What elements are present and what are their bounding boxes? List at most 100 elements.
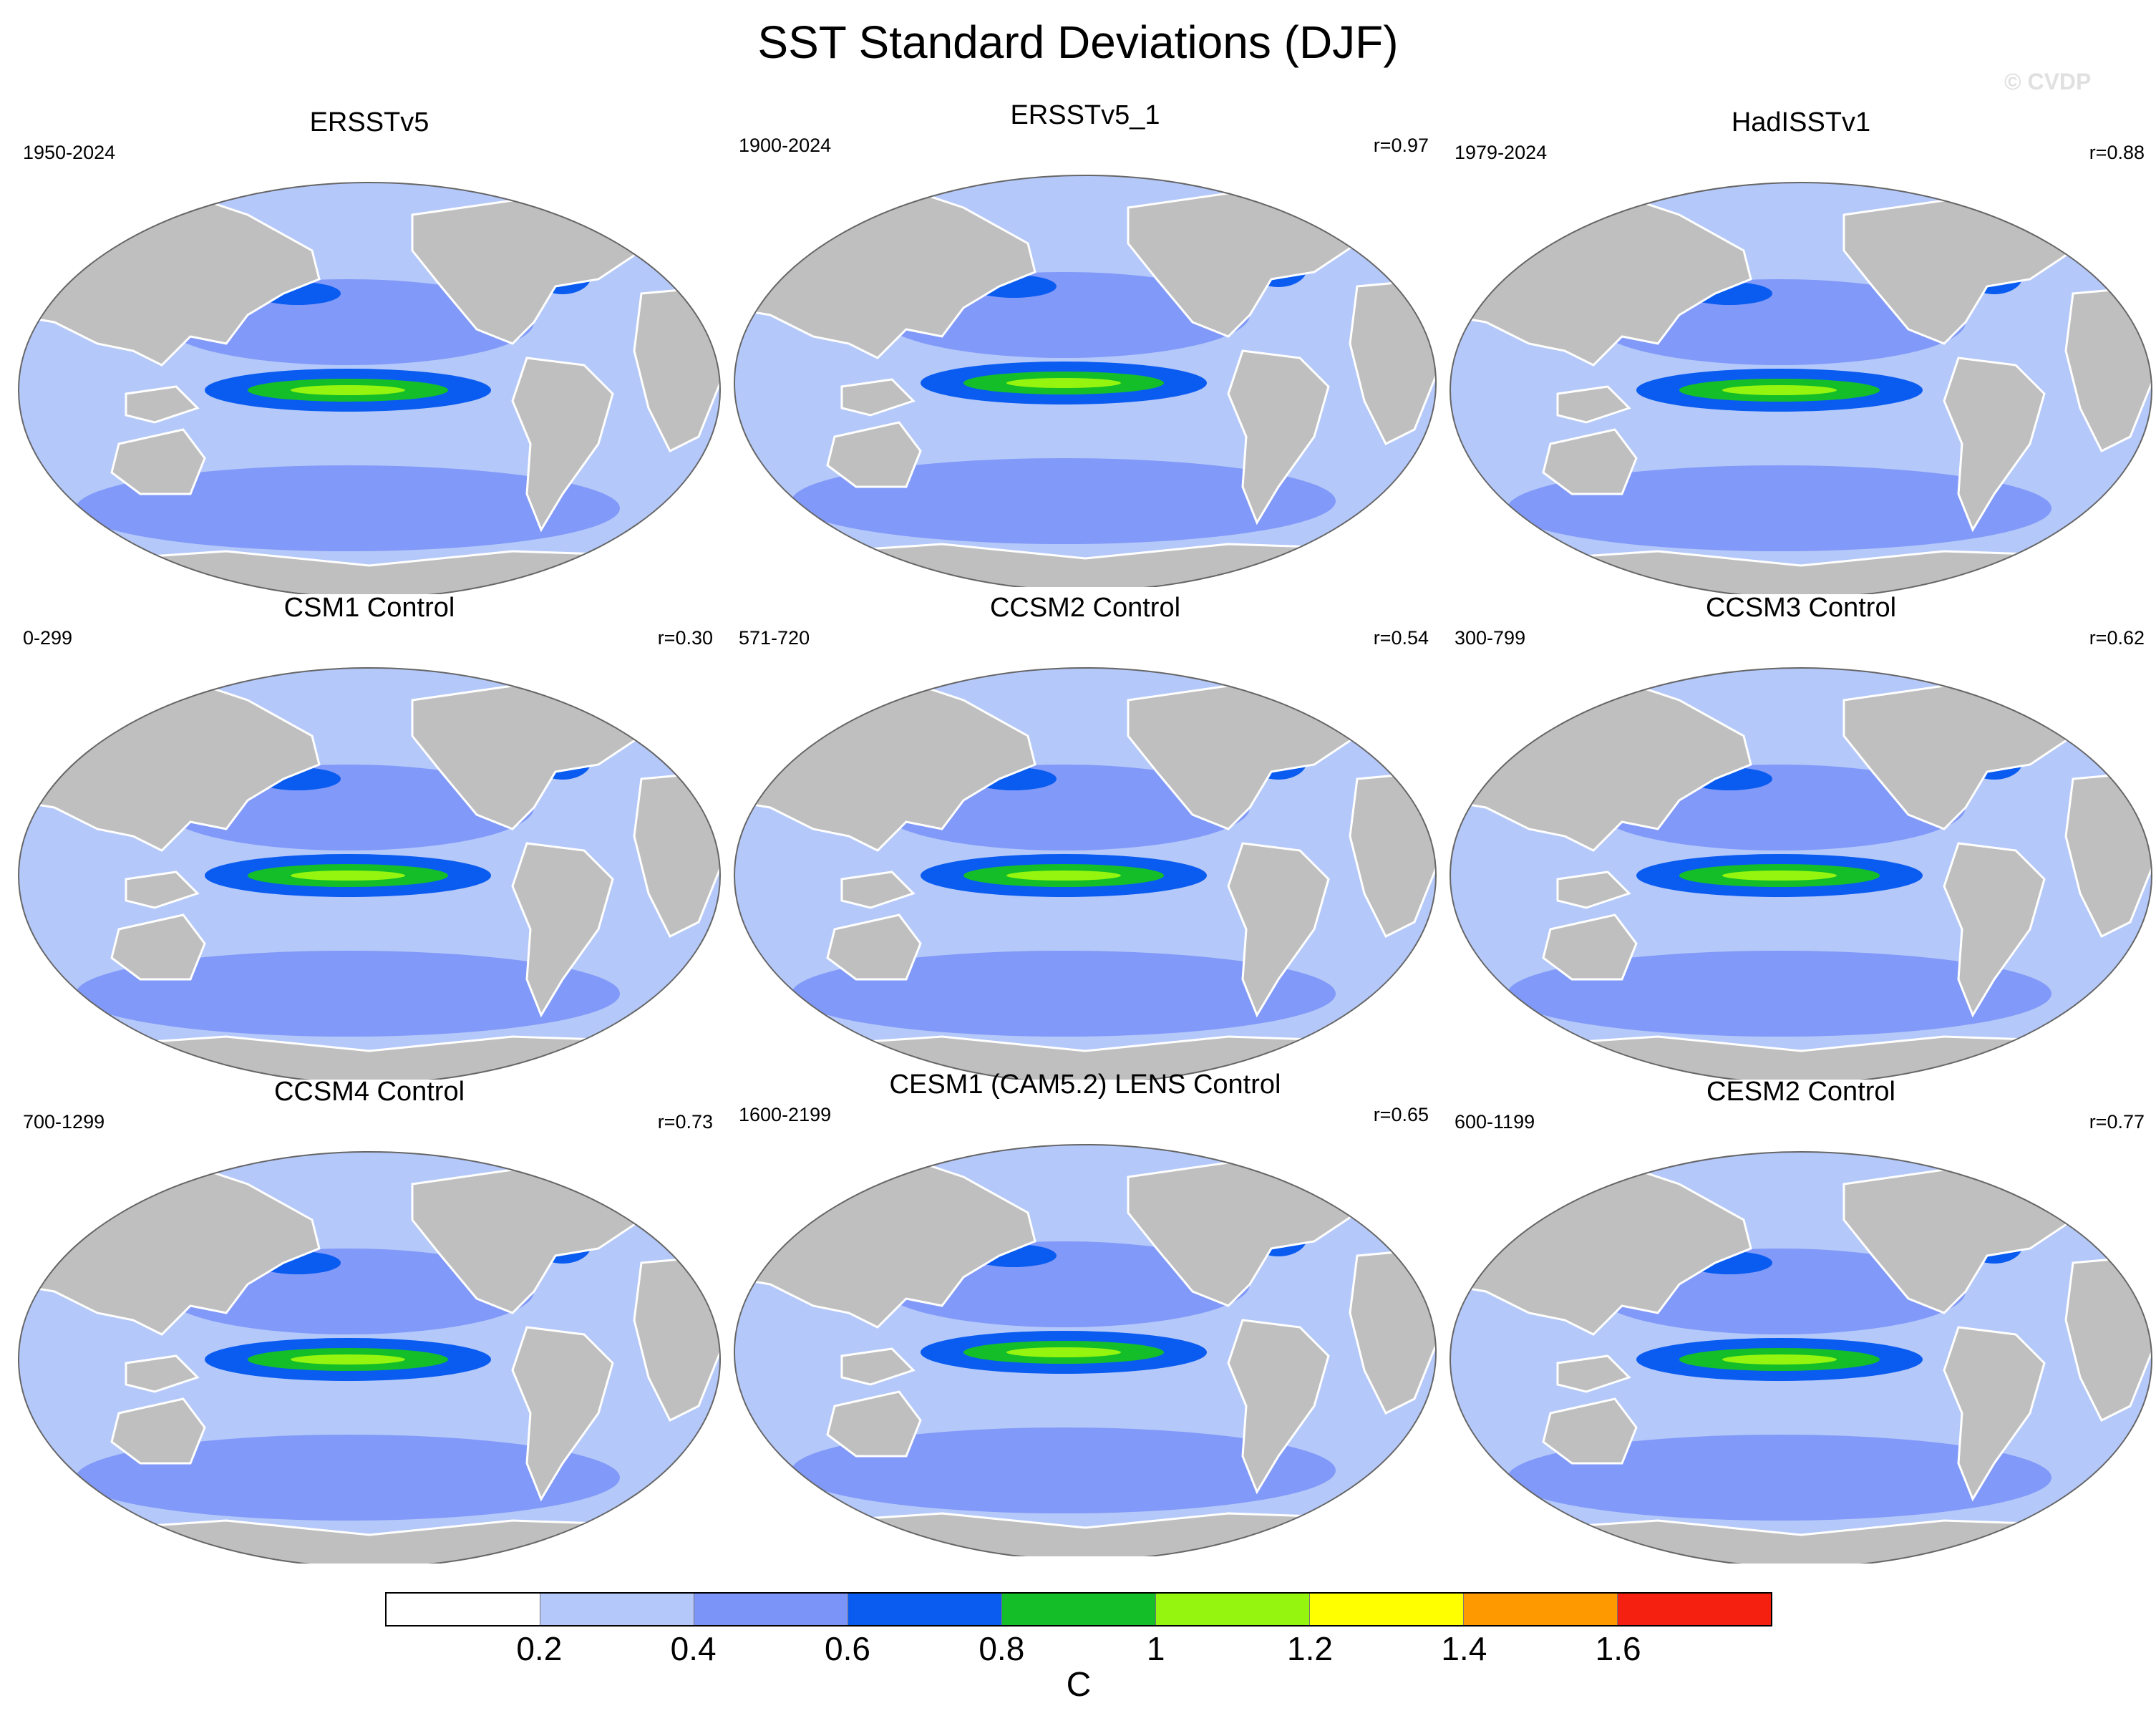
australia-landmass	[826, 1390, 922, 1458]
panel-period: 0-299	[23, 627, 73, 649]
colorbar-box	[1001, 1594, 1155, 1625]
panel-title: HadISSTv1	[1731, 107, 1871, 137]
panel-correlation: r=0.88	[2089, 142, 2145, 163]
map-panel: ERSSTv5 1950-2024	[11, 107, 727, 594]
south-america-landmass	[1943, 1326, 2046, 1502]
cvdp-watermark: © CVDP	[2004, 69, 2092, 94]
map-panel: ERSSTv5_1 1900-2024 r=0.97	[727, 100, 1443, 587]
south-america-landmass	[511, 842, 614, 1018]
robinson-map	[18, 667, 721, 1080]
colorbar-box	[540, 1594, 694, 1625]
southern-ocean-band	[1507, 1435, 2051, 1521]
colorbar-box	[848, 1594, 1001, 1625]
maritime-continent-landmass	[1556, 871, 1631, 909]
panel-title: CCSM3 Control	[1705, 593, 1897, 623]
panel-correlation: r=0.65	[1373, 1104, 1429, 1125]
south-america-landmass	[1227, 842, 1330, 1018]
south-america-landmass	[1227, 349, 1330, 525]
colorbar-tick-label: 1	[1146, 1630, 1165, 1667]
panel-title: CCSM2 Control	[989, 593, 1181, 623]
australia-landmass	[826, 421, 922, 488]
map-panel: CCSM4 Control 700-1299 r=0.73	[11, 1077, 727, 1564]
robinson-map	[734, 175, 1437, 587]
enso-band-core	[291, 871, 405, 881]
southern-ocean-band	[792, 458, 1336, 544]
robinson-map	[18, 182, 721, 594]
colorbar-tick-label: 0.8	[979, 1630, 1025, 1667]
australia-landmass	[1542, 913, 1638, 981]
australia-landmass	[1542, 1397, 1638, 1465]
robinson-map	[734, 1144, 1437, 1556]
southern-ocean-band	[1507, 951, 2051, 1037]
south-america-landmass	[511, 357, 614, 533]
panel-title: ERSSTv5	[309, 107, 429, 137]
maritime-continent-landmass	[840, 378, 916, 417]
robinson-map	[734, 667, 1437, 1080]
maritime-continent-landmass	[840, 871, 916, 909]
panel-correlation: r=0.62	[2089, 627, 2145, 649]
panel-title: CSM1 Control	[283, 593, 455, 623]
colorbar-box	[1617, 1594, 1771, 1625]
southern-ocean-band	[76, 951, 620, 1037]
panel-correlation: r=0.73	[657, 1111, 713, 1133]
panel-period: 600-1199	[1455, 1111, 1535, 1133]
colorbar-tick-label: 1.4	[1441, 1630, 1487, 1667]
panel-period: 1979-2024	[1455, 142, 1548, 163]
colorbar-tick-label: 0.4	[670, 1630, 717, 1667]
map-panel: HadISSTv1 1979-2024 r=0.88	[1443, 107, 2156, 594]
enso-band-core	[1006, 871, 1121, 881]
map-outline	[18, 667, 721, 1080]
colorbar-box	[694, 1594, 848, 1625]
map-panel: CESM2 Control 600-1199 r=0.77	[1443, 1077, 2156, 1564]
southern-ocean-band	[76, 465, 620, 551]
australia-landmass	[110, 428, 206, 495]
colorbar-box	[1463, 1594, 1617, 1625]
enso-band-core	[1006, 378, 1121, 388]
panel-period: 300-799	[1455, 627, 1526, 649]
map-panel: CESM1 (CAM5.2) LENS Control 1600-2199 r=0.…	[727, 1070, 1443, 1556]
maritime-continent-landmass	[125, 1354, 200, 1393]
southern-ocean-band	[792, 1427, 1336, 1513]
enso-band-core	[291, 1354, 405, 1364]
maritime-continent-landmass	[125, 871, 200, 909]
map-panel: CCSM2 Control 571-720 r=0.54	[727, 593, 1443, 1080]
robinson-map	[1450, 1151, 2152, 1564]
map-panel: CSM1 Control 0-299 r=0.30	[11, 593, 727, 1080]
map-outline	[1450, 1151, 2152, 1564]
maritime-continent-landmass	[125, 385, 200, 424]
panel-correlation: r=0.97	[1373, 135, 1429, 156]
colorbar	[385, 1592, 1772, 1627]
panel-period: 1950-2024	[23, 142, 116, 163]
panel-title: CCSM4 Control	[273, 1077, 465, 1107]
australia-landmass	[1542, 428, 1638, 495]
enso-band-core	[1006, 1347, 1121, 1357]
south-america-landmass	[511, 1326, 614, 1502]
maritime-continent-landmass	[1556, 385, 1631, 424]
panel-period: 1600-2199	[739, 1104, 832, 1125]
panel-correlation: r=0.54	[1373, 627, 1429, 649]
map-outline	[18, 1151, 721, 1564]
southern-ocean-band	[1507, 465, 2051, 551]
maritime-continent-landmass	[840, 1347, 916, 1386]
panel-period: 700-1299	[23, 1111, 105, 1133]
panel-title: CESM2 Control	[1706, 1077, 1895, 1107]
enso-band-core	[1722, 385, 1837, 395]
panel-period: 1900-2024	[739, 135, 832, 156]
enso-band-core	[1722, 871, 1837, 881]
colorbar-tick-label: 1.6	[1595, 1630, 1641, 1667]
map-panel: CCSM3 Control 300-799 r=0.62	[1443, 593, 2156, 1080]
maritime-continent-landmass	[1556, 1354, 1631, 1393]
panel-title: CESM1 (CAM5.2) LENS Control	[889, 1070, 1281, 1100]
panel-title: ERSSTv5_1	[1010, 100, 1160, 130]
map-outline	[1450, 667, 2152, 1080]
australia-landmass	[110, 1397, 206, 1465]
south-america-landmass	[1943, 357, 2046, 533]
colorbar-box	[1309, 1594, 1463, 1625]
panel-period: 571-720	[739, 627, 810, 649]
enso-band-core	[291, 385, 405, 395]
colorbar-tick-label: 0.6	[825, 1630, 870, 1667]
robinson-map	[18, 1151, 721, 1564]
map-outline	[734, 667, 1437, 1080]
colorbar-tick-label: 0.2	[516, 1630, 563, 1667]
robinson-map	[1450, 182, 2152, 594]
